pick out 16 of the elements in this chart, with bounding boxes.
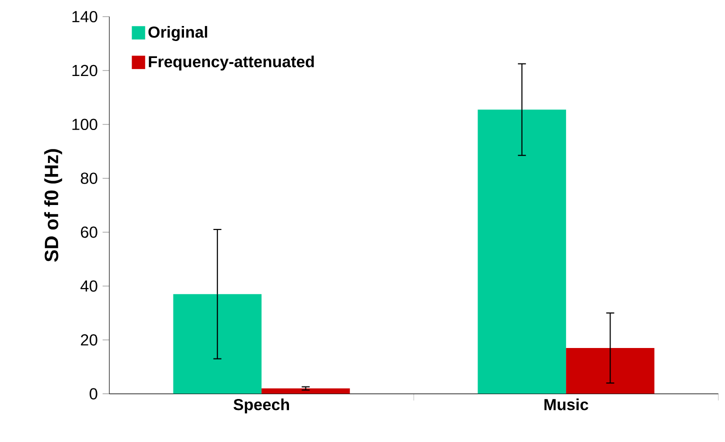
bar [566,348,654,394]
x-tick-label: Music [544,398,588,410]
y-tick-label: 100 [72,118,98,130]
y-tick-label: 120 [72,64,98,76]
y-tick-label: 40 [80,280,98,292]
y-tick-label: 80 [80,172,98,184]
y-tick-label: 20 [80,334,98,346]
y-tick-label: 60 [80,226,98,238]
y-tick-label: 0 [90,388,98,400]
y-tick-label: 140 [72,11,98,22]
bar [262,388,350,394]
y-axis-title: SD of f0 (Hz) [44,149,62,262]
legend-label: Frequency-attenuated [148,56,314,71]
legend-label: Original [148,26,208,42]
x-tick-label: Speech [234,398,289,414]
bar [478,110,566,394]
